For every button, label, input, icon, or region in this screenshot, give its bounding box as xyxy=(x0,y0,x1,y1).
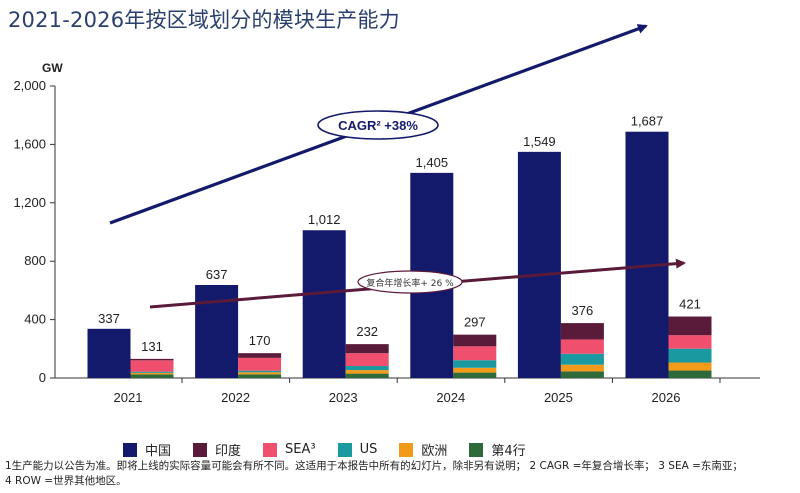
bar-label-stack-total: 297 xyxy=(464,315,486,330)
legend-swatch xyxy=(469,442,484,457)
bar-segment-4 xyxy=(560,371,604,378)
bar-segment-3 xyxy=(560,364,604,372)
bar-segment-3 xyxy=(238,372,282,375)
legend-label: 印度 xyxy=(215,444,242,459)
bar-segment-2 xyxy=(238,370,282,373)
bar-segment-1 xyxy=(345,353,389,367)
legend-swatch xyxy=(193,442,208,457)
y-tick-label: 400 xyxy=(24,312,46,327)
growth-label: 复合年增长率+ 26 % xyxy=(366,277,454,289)
bar-segment-2 xyxy=(668,348,712,363)
bar-label-china: 1,687 xyxy=(631,114,664,129)
bar-label-stack-total: 131 xyxy=(141,339,163,354)
footnote: 1生产能力以公告为准。即将上线的实际容量可能会有所不同。这适用于本报告中所有的幻… xyxy=(5,459,795,489)
legend-item: 第4行 xyxy=(469,440,526,459)
bar-label-stack-total: 170 xyxy=(249,333,271,348)
y-tick-label: 0 xyxy=(39,370,46,385)
legend-item: 印度 xyxy=(193,440,241,459)
legend-swatch xyxy=(123,442,137,457)
y-axis-unit: GW xyxy=(42,61,63,75)
x-tick-label: 2021 xyxy=(114,390,143,405)
chart-title: 2021-2026年按区域划分的模块生产能力 xyxy=(8,8,400,32)
x-tick-label: 2026 xyxy=(652,390,681,405)
bar-china xyxy=(302,230,346,378)
bar-segment-1 xyxy=(453,346,497,361)
bar-label-china: 1,405 xyxy=(416,155,449,170)
bar-china xyxy=(87,328,131,378)
legend-swatch xyxy=(399,442,414,457)
bar-label-china: 337 xyxy=(98,311,120,326)
bar-china xyxy=(625,131,669,378)
x-tick-label: 2023 xyxy=(329,390,358,405)
bar-label-china: 637 xyxy=(206,267,228,282)
bar-segment-4 xyxy=(345,373,389,378)
bar-segment-1 xyxy=(130,360,174,372)
legend-label: US xyxy=(359,442,378,457)
bar-label-stack-total: 376 xyxy=(572,303,594,318)
bar-segment-2 xyxy=(560,353,604,365)
bar-segment-1 xyxy=(560,339,604,354)
x-tick-label: 2024 xyxy=(436,390,465,405)
bar-segment-0 xyxy=(453,334,497,347)
cagr-label: CAGR² +38% xyxy=(338,118,418,133)
legend: 中国 印度 SEA³ US 欧洲 第4行 xyxy=(123,440,548,459)
legend-label: SEA³ xyxy=(285,442,316,457)
legend-swatch xyxy=(337,442,352,457)
bar-label-stack-total: 232 xyxy=(356,324,378,339)
bar-segment-4 xyxy=(453,372,497,378)
bar-segment-3 xyxy=(345,370,389,374)
legend-swatch xyxy=(263,442,278,457)
y-tick-label: 1,200 xyxy=(13,195,46,210)
bar-label-china: 1,012 xyxy=(308,212,341,227)
bar-segment-2 xyxy=(345,366,389,371)
legend-item: 欧洲 xyxy=(399,440,447,459)
legend-label: 第4行 xyxy=(491,444,526,459)
bar-segment-0 xyxy=(345,344,389,354)
y-tick-label: 2,000 xyxy=(13,78,46,93)
bar-segment-0 xyxy=(668,316,712,336)
bar-segment-3 xyxy=(668,362,712,371)
bar-segment-4 xyxy=(130,374,174,378)
bar-segment-0 xyxy=(130,358,174,361)
growth-oval xyxy=(357,270,463,294)
bar-segment-1 xyxy=(668,335,712,349)
bar-segment-2 xyxy=(453,360,497,368)
x-tick-label: 2022 xyxy=(221,390,250,405)
axes: GW 0 400 800 1,200 1,600 2,000 2021 2022 2023 2024… xyxy=(13,61,760,405)
bar-segment-0 xyxy=(238,353,282,358)
bar-segment-3 xyxy=(130,372,174,375)
bar-segment-3 xyxy=(453,367,497,373)
bar-china xyxy=(517,151,561,378)
legend-label: 欧洲 xyxy=(421,444,448,459)
footnote-line-1: 1生产能力以公告为准。即将上线的实际容量可能会有所不同。这适用于本报告中所有的幻… xyxy=(5,460,743,472)
legend-item: SEA³ xyxy=(263,440,316,459)
y-tick-label: 1,600 xyxy=(13,136,46,151)
legend-item: US xyxy=(337,440,378,459)
bars: 337 131 637 170 1,012 232 1,405 297 1,549 376 1,68… xyxy=(87,114,712,378)
legend-item: 中国 xyxy=(123,440,171,459)
y-tick-label: 800 xyxy=(24,253,46,268)
bar-segment-4 xyxy=(238,374,282,378)
footnote-line-2: 4 ROW =世界其他地区。 xyxy=(5,475,127,487)
bar-label-china: 1,549 xyxy=(523,134,556,149)
bar-segment-2 xyxy=(130,371,174,373)
bar-segment-0 xyxy=(560,323,604,340)
annotations: CAGR² +38% 复合年增长率+ 26 % xyxy=(109,24,686,309)
bar-label-stack-total: 421 xyxy=(679,297,701,312)
bar-segment-1 xyxy=(238,357,282,371)
cagr-oval xyxy=(317,110,439,140)
bar-segment-4 xyxy=(668,370,712,378)
x-tick-label: 2025 xyxy=(544,390,573,405)
legend-label: 中国 xyxy=(145,444,172,459)
